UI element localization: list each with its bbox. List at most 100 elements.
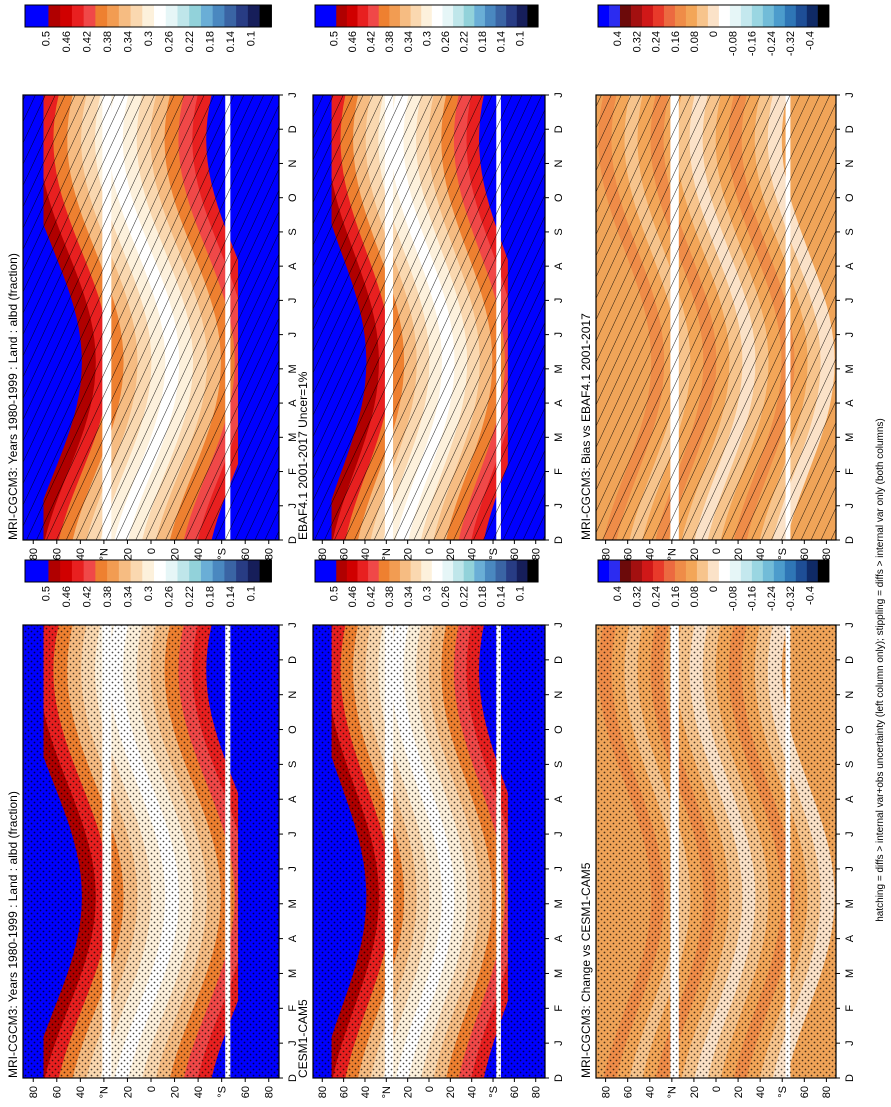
x-tick-label: J [844, 866, 856, 872]
colorbar-swatch [729, 5, 742, 27]
y-tick-label: 40 [645, 1086, 657, 1098]
colorbar-tick-label: 0.5 [40, 31, 52, 46]
x-tick-label: M [553, 899, 565, 908]
x-tick-label: J [553, 831, 565, 837]
x-tick-label: D [844, 536, 856, 544]
colorbar-swatch [474, 5, 486, 27]
y-tick-label: 20 [169, 1086, 181, 1098]
colorbar-swatch [212, 5, 225, 27]
x-tick-label: N [844, 691, 856, 699]
colorbar-swatch [130, 5, 143, 27]
x-tick-label: N [287, 691, 299, 699]
colorbar-swatch [107, 5, 120, 27]
colorbar-tick-label: 0.34 [122, 586, 134, 607]
colorbar-swatch [48, 5, 61, 27]
colorbar-swatch [315, 560, 327, 582]
colorbar-swatch [36, 5, 49, 27]
colorbar-swatch [773, 560, 786, 582]
y-tick-label: °S [777, 548, 789, 560]
colorbar-tick-label: -0.08 [727, 586, 739, 611]
colorbar-swatch [177, 5, 190, 27]
colorbar-swatch [817, 5, 830, 27]
x-tick-label: M [844, 364, 856, 373]
colorbar-tick-label: 0.14 [496, 586, 508, 607]
x-tick-label: F [287, 468, 299, 475]
x-tick-label: A [553, 262, 565, 270]
x-tick-label: A [844, 795, 856, 803]
colorbar-tick-label: 0.42 [366, 586, 378, 607]
colorbar-tick-label: 0.16 [670, 586, 682, 607]
colorbar-tick-label: 0 [708, 586, 720, 592]
x-tick-label: D [287, 1074, 299, 1082]
colorbar-swatch [630, 5, 643, 27]
y-tick-label: 60 [52, 548, 64, 560]
colorbar-swatch [516, 5, 528, 27]
panel-6: D J F M A M J J A S O N D J 80 60 40 °N 20 0 20 40 °S 60 80 MRI-C… [579, 559, 856, 1098]
colorbar-swatch [431, 5, 443, 27]
y-tick-label: 20 [689, 548, 701, 560]
colorbar-swatch [25, 560, 38, 582]
colorbar-tick-label: 0.1 [246, 586, 258, 601]
y-tick-label: 0 [424, 548, 436, 554]
stippling-overlay [596, 625, 836, 1078]
colorbar-tick-label: 0.38 [384, 586, 396, 607]
y-tick-label: 40 [75, 1086, 87, 1098]
colorbar-tick-label: 0.3 [421, 586, 433, 601]
colorbar-swatch [36, 560, 49, 582]
colorbar-swatch [107, 560, 120, 582]
colorbar-tick-label: 0.18 [477, 586, 489, 607]
x-tick-label: J [844, 503, 856, 509]
colorbar-swatch [442, 560, 454, 582]
x-tick-label: S [287, 228, 299, 235]
x-tick-label: M [553, 364, 565, 373]
panel-title: MRI-CGCM3: Years 1980-1999 : Land : albd… [6, 791, 20, 1078]
x-tick-label: J [287, 622, 299, 628]
colorbar-swatch [346, 5, 358, 27]
colorbar-swatch [118, 560, 132, 582]
x-tick-label: O [287, 193, 299, 202]
colorbar-tick-label: 0.46 [61, 586, 73, 607]
y-tick-label: °S [488, 548, 500, 560]
y-tick-label: 20 [445, 1086, 457, 1098]
colorbar-swatch [751, 560, 764, 582]
colorbar-tick-label: -0.24 [766, 586, 778, 611]
colorbar-swatch [165, 5, 178, 27]
colorbar-swatch [325, 560, 337, 582]
y-tick-label: 20 [122, 1086, 134, 1098]
panel-title: CESM1-CAM5 [296, 999, 310, 1078]
x-tick-label: O [553, 193, 565, 202]
colorbar-swatch [795, 560, 808, 582]
y-tick-label: 20 [689, 1086, 701, 1098]
colorbar-swatch [740, 560, 753, 582]
y-tick-label: °N [667, 548, 679, 560]
colorbar-tick-label: 0.24 [651, 31, 663, 52]
x-tick-label: S [844, 761, 856, 768]
x-tick-label: A [553, 399, 565, 407]
heatmap-field-2 [23, 625, 279, 1078]
colorbar-tick-label: 0.26 [440, 31, 452, 52]
x-tick-label: A [287, 262, 299, 270]
y-tick-label: °S [488, 1086, 500, 1098]
x-tick-label: M [844, 969, 856, 978]
colorbar-swatch [718, 560, 731, 582]
x-tick-label: J [553, 92, 565, 98]
heatmap-field-3 [313, 95, 545, 540]
y-tick-label: 80 [28, 548, 40, 560]
x-tick-label: J [553, 866, 565, 872]
y-tick-label: °S [217, 1086, 229, 1098]
colorbar-tick-label: 0.1 [514, 586, 526, 601]
colorbar-swatch [71, 560, 85, 582]
colorbar-swatch [48, 560, 61, 582]
colorbar-swatch [442, 5, 454, 27]
colorbar-swatch [368, 5, 380, 27]
colorbar-swatch [619, 560, 632, 582]
colorbar-tick-label: 0.1 [514, 31, 526, 46]
colorbar-swatch [696, 560, 709, 582]
y-tick-label: 40 [193, 548, 205, 560]
colorbar-swatch [527, 5, 539, 27]
colorbar-swatch [224, 5, 237, 27]
x-tick-label: F [287, 1005, 299, 1012]
x-tick-label: J [844, 298, 856, 304]
colorbar-tick-label: -0.24 [766, 31, 778, 56]
colorbar-swatch [346, 560, 358, 582]
